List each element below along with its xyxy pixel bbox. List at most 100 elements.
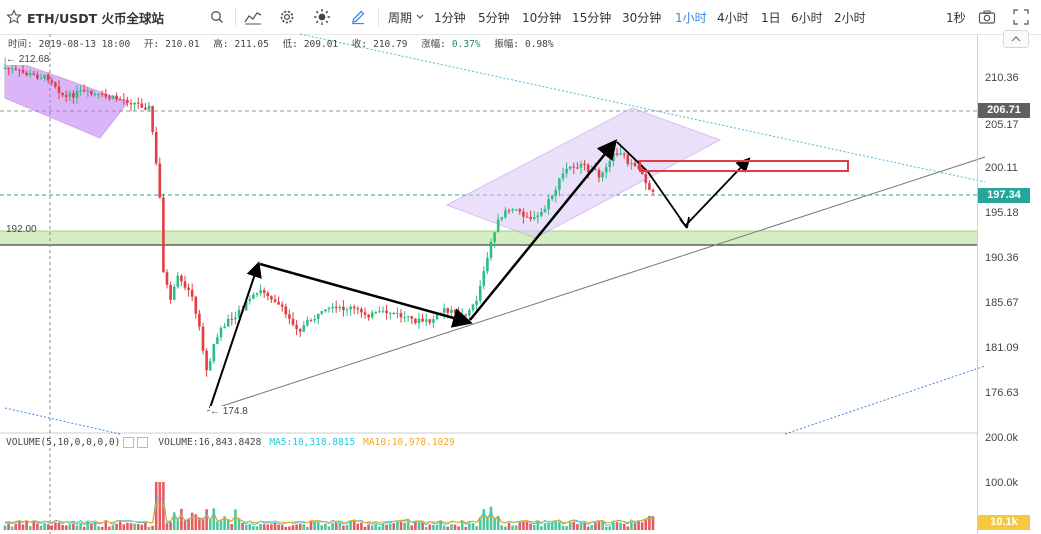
candle-body — [61, 92, 64, 96]
toolbar: ETH/USDT 火币全球站 周期 1分钟 5分钟 10分钟 15分钟 30分钟… — [0, 0, 1041, 35]
candle-body — [457, 312, 460, 319]
candle-body — [370, 312, 374, 318]
candle-body — [428, 319, 432, 323]
settings-gear-icon[interactable] — [279, 0, 295, 34]
volume-bars — [3, 482, 655, 530]
interval-5m[interactable]: 5分钟 — [478, 10, 510, 25]
low-label: 低: — [282, 39, 298, 50]
interval-1d[interactable]: 1日 — [761, 10, 781, 25]
volume-tick: 100.0k — [985, 477, 1019, 489]
volume-bar — [403, 522, 406, 530]
candle-body — [388, 312, 392, 314]
volume-bar — [21, 524, 25, 530]
interval-10m[interactable]: 10分钟 — [522, 10, 562, 25]
candle-body — [331, 306, 334, 309]
period-dropdown[interactable]: 周期 — [388, 0, 425, 34]
collapse-axis-button[interactable] — [1003, 30, 1029, 48]
candle-body — [410, 316, 414, 319]
candle-body — [309, 320, 313, 322]
volume-bar — [273, 522, 277, 530]
volume-bar — [309, 521, 313, 530]
camera-icon[interactable] — [978, 0, 996, 34]
volume-bar — [61, 524, 64, 530]
search-icon[interactable] — [210, 0, 224, 34]
refresh-rate[interactable]: 1秒 — [946, 10, 966, 25]
candle-body — [216, 337, 219, 344]
ma5-line — [4, 498, 654, 526]
volume-bar — [608, 526, 612, 530]
volume-bar — [183, 520, 187, 530]
candle-body — [284, 306, 288, 315]
volume-bar — [360, 522, 363, 530]
volume-bar — [270, 524, 273, 530]
interval-6h[interactable]: 6小时 — [791, 10, 823, 25]
candle-body — [190, 289, 194, 297]
candle-body — [72, 93, 75, 98]
indicators-icon[interactable] — [244, 0, 262, 34]
volume-bar — [126, 522, 129, 530]
theme-sun-icon[interactable] — [313, 0, 331, 34]
candle-body — [586, 164, 590, 173]
volume-bar — [514, 525, 518, 530]
candle-body — [453, 309, 457, 313]
volume-value: 16,843.8428 — [198, 437, 262, 448]
price-axis[interactable] — [977, 34, 1041, 534]
volume-bar — [651, 516, 655, 530]
candle-body — [93, 94, 97, 96]
volume-bar — [172, 512, 176, 530]
candle-body — [151, 105, 154, 133]
candle-body — [129, 103, 133, 105]
candle-body — [97, 93, 100, 95]
period-label: 周期 — [388, 10, 413, 25]
visibility-toggle-icon[interactable] — [123, 437, 135, 448]
interval-1m[interactable]: 1分钟 — [434, 10, 466, 25]
fullscreen-icon[interactable] — [1013, 0, 1029, 34]
volume-bar — [594, 522, 597, 530]
volume-indicator[interactable]: VOLUME(5,10,0,0,0,0) — [6, 437, 121, 448]
settings-box-icon[interactable] — [137, 437, 149, 448]
volume-bar — [522, 521, 525, 530]
candle-body — [399, 313, 403, 318]
volume-bar — [590, 524, 594, 530]
arrow-5 — [684, 157, 751, 227]
symbol-title[interactable]: ETH/USDT 火币全球站 — [27, 10, 164, 26]
volume-bar — [370, 525, 374, 530]
candle-body — [288, 314, 291, 319]
candle-body — [277, 301, 280, 305]
volume-bar — [39, 525, 43, 530]
interval-30m[interactable]: 30分钟 — [622, 10, 662, 25]
interval-1h[interactable]: 1小时 — [675, 10, 707, 25]
volume-bar — [493, 517, 496, 530]
volume-bar — [288, 526, 291, 530]
volume-bar — [421, 522, 424, 530]
volume-bar — [561, 525, 565, 530]
chevron-down-icon — [416, 14, 424, 19]
volume-bar — [432, 524, 435, 530]
volume-bar — [457, 526, 460, 530]
volume-bar — [190, 512, 194, 530]
ma5-value: 10,318.8815 — [292, 437, 356, 448]
volume-bar — [637, 521, 640, 530]
interval-15m[interactable]: 15分钟 — [572, 10, 612, 25]
candle-body — [144, 107, 147, 110]
candle-body — [104, 94, 108, 97]
interval-4h[interactable]: 4小时 — [717, 10, 749, 25]
candle-body — [392, 312, 396, 314]
close-value: 210.79 — [373, 39, 408, 50]
arrow-2 — [259, 262, 473, 328]
volume-bar — [392, 523, 396, 530]
volume-bar — [525, 521, 529, 530]
volume-bar — [626, 526, 630, 530]
candle-body — [327, 308, 331, 310]
volume-bar — [284, 526, 288, 530]
candle-body — [54, 82, 57, 87]
volume-bar — [75, 525, 79, 530]
draw-pencil-icon[interactable] — [350, 0, 366, 34]
favorite-star-icon[interactable] — [6, 0, 22, 34]
candle-body — [108, 96, 111, 99]
interval-2h[interactable]: 2小时 — [834, 10, 866, 25]
volume-bar — [201, 517, 205, 530]
volume-bar — [640, 522, 644, 530]
